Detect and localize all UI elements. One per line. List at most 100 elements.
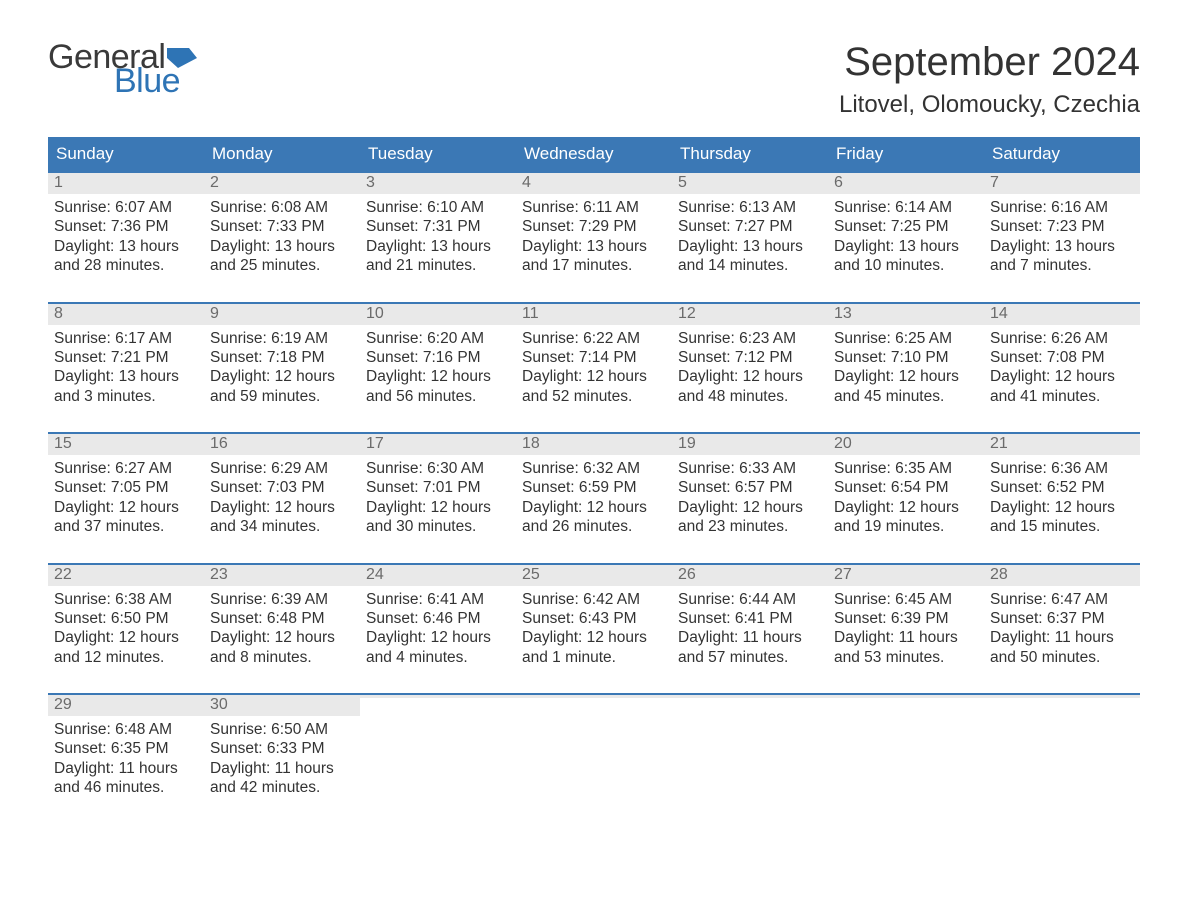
day-cell: 25Sunrise: 6:42 AMSunset: 6:43 PMDayligh… bbox=[516, 565, 672, 672]
daylight-line-2: and 53 minutes. bbox=[834, 648, 978, 667]
daylight-line-1: Daylight: 12 hours bbox=[210, 498, 354, 517]
day-number: 10 bbox=[366, 305, 384, 322]
day-number: 23 bbox=[210, 566, 228, 583]
day-cell: 22Sunrise: 6:38 AMSunset: 6:50 PMDayligh… bbox=[48, 565, 204, 672]
day-body: Sunrise: 6:39 AMSunset: 6:48 PMDaylight:… bbox=[204, 586, 360, 672]
daylight-line-2: and 26 minutes. bbox=[522, 517, 666, 536]
daynum-bar: 21 bbox=[984, 434, 1140, 455]
daylight-line-1: Daylight: 13 hours bbox=[54, 237, 198, 256]
sunset-line: Sunset: 6:59 PM bbox=[522, 478, 666, 497]
sunrise-line: Sunrise: 6:11 AM bbox=[522, 198, 666, 217]
sunrise-line: Sunrise: 6:13 AM bbox=[678, 198, 822, 217]
daylight-line-2: and 45 minutes. bbox=[834, 387, 978, 406]
daynum-bar: 12 bbox=[672, 304, 828, 325]
day-body: Sunrise: 6:36 AMSunset: 6:52 PMDaylight:… bbox=[984, 455, 1140, 541]
sunset-line: Sunset: 7:08 PM bbox=[990, 348, 1134, 367]
sunset-line: Sunset: 7:18 PM bbox=[210, 348, 354, 367]
daylight-line-2: and 42 minutes. bbox=[210, 778, 354, 797]
day-body: Sunrise: 6:48 AMSunset: 6:35 PMDaylight:… bbox=[48, 716, 204, 802]
day-number: 12 bbox=[678, 305, 696, 322]
daynum-bar: 19 bbox=[672, 434, 828, 455]
daylight-line-2: and 30 minutes. bbox=[366, 517, 510, 536]
day-cell: 7Sunrise: 6:16 AMSunset: 7:23 PMDaylight… bbox=[984, 173, 1140, 280]
daynum-bar: 23 bbox=[204, 565, 360, 586]
sunrise-line: Sunrise: 6:35 AM bbox=[834, 459, 978, 478]
sunset-line: Sunset: 7:16 PM bbox=[366, 348, 510, 367]
day-cell: 11Sunrise: 6:22 AMSunset: 7:14 PMDayligh… bbox=[516, 304, 672, 411]
daylight-line-2: and 7 minutes. bbox=[990, 256, 1134, 275]
day-number: 8 bbox=[54, 305, 63, 322]
sunset-line: Sunset: 7:25 PM bbox=[834, 217, 978, 236]
day-number: 22 bbox=[54, 566, 72, 583]
sunrise-line: Sunrise: 6:33 AM bbox=[678, 459, 822, 478]
day-number: 27 bbox=[834, 566, 852, 583]
day-cell: 27Sunrise: 6:45 AMSunset: 6:39 PMDayligh… bbox=[828, 565, 984, 672]
sunrise-line: Sunrise: 6:48 AM bbox=[54, 720, 198, 739]
sunset-line: Sunset: 7:21 PM bbox=[54, 348, 198, 367]
daynum-bar bbox=[828, 695, 984, 698]
weekday-header: Thursday bbox=[672, 137, 828, 171]
sunset-line: Sunset: 7:01 PM bbox=[366, 478, 510, 497]
day-number: 19 bbox=[678, 435, 696, 452]
day-cell: 1Sunrise: 6:07 AMSunset: 7:36 PMDaylight… bbox=[48, 173, 204, 280]
daylight-line-2: and 59 minutes. bbox=[210, 387, 354, 406]
daylight-line-2: and 3 minutes. bbox=[54, 387, 198, 406]
day-body: Sunrise: 6:19 AMSunset: 7:18 PMDaylight:… bbox=[204, 325, 360, 411]
daynum-bar: 10 bbox=[360, 304, 516, 325]
daynum-bar: 24 bbox=[360, 565, 516, 586]
sunset-line: Sunset: 7:10 PM bbox=[834, 348, 978, 367]
daylight-line-2: and 25 minutes. bbox=[210, 256, 354, 275]
sunrise-line: Sunrise: 6:42 AM bbox=[522, 590, 666, 609]
daylight-line-2: and 48 minutes. bbox=[678, 387, 822, 406]
daylight-line-1: Daylight: 12 hours bbox=[210, 367, 354, 386]
day-number: 29 bbox=[54, 696, 72, 713]
daylight-line-2: and 23 minutes. bbox=[678, 517, 822, 536]
day-cell: 21 Sunrise: 6:36 AMSunset: 6:52 PMDayligh… bbox=[984, 434, 1140, 541]
sunset-line: Sunset: 6:39 PM bbox=[834, 609, 978, 628]
daylight-line-1: Daylight: 13 hours bbox=[522, 237, 666, 256]
daynum-bar: 17 bbox=[360, 434, 516, 455]
daynum-bar: 27 bbox=[828, 565, 984, 586]
daynum-bar: 15 bbox=[48, 434, 204, 455]
day-body: Sunrise: 6:11 AMSunset: 7:29 PMDaylight:… bbox=[516, 194, 672, 280]
sunset-line: Sunset: 6:41 PM bbox=[678, 609, 822, 628]
day-cell: 14Sunrise: 6:26 AMSunset: 7:08 PMDayligh… bbox=[984, 304, 1140, 411]
daylight-line-1: Daylight: 12 hours bbox=[522, 498, 666, 517]
daynum-bar: 28 bbox=[984, 565, 1140, 586]
day-cell bbox=[516, 695, 672, 802]
daynum-bar: 2 bbox=[204, 173, 360, 194]
daynum-bar bbox=[360, 695, 516, 698]
weekday-header: Sunday bbox=[48, 137, 204, 171]
sunset-line: Sunset: 6:43 PM bbox=[522, 609, 666, 628]
daylight-line-1: Daylight: 12 hours bbox=[990, 498, 1134, 517]
day-number: 21 bbox=[990, 435, 1008, 452]
day-cell: 29 Sunrise: 6:48 AMSunset: 6:35 PMDayligh… bbox=[48, 695, 204, 802]
day-cell: 2Sunrise: 6:08 AMSunset: 7:33 PMDaylight… bbox=[204, 173, 360, 280]
day-body: Sunrise: 6:33 AMSunset: 6:57 PMDaylight:… bbox=[672, 455, 828, 541]
sunset-line: Sunset: 7:14 PM bbox=[522, 348, 666, 367]
daylight-line-2: and 50 minutes. bbox=[990, 648, 1134, 667]
day-cell: 28Sunrise: 6:47 AMSunset: 6:37 PMDayligh… bbox=[984, 565, 1140, 672]
daylight-line-1: Daylight: 12 hours bbox=[522, 628, 666, 647]
day-cell: 6Sunrise: 6:14 AMSunset: 7:25 PMDaylight… bbox=[828, 173, 984, 280]
sunrise-line: Sunrise: 6:47 AM bbox=[990, 590, 1134, 609]
sunset-line: Sunset: 6:52 PM bbox=[990, 478, 1134, 497]
daylight-line-2: and 19 minutes. bbox=[834, 517, 978, 536]
sunset-line: Sunset: 6:46 PM bbox=[366, 609, 510, 628]
daylight-line-1: Daylight: 12 hours bbox=[366, 367, 510, 386]
daynum-bar: 18 bbox=[516, 434, 672, 455]
daylight-line-2: and 1 minute. bbox=[522, 648, 666, 667]
daylight-line-2: and 46 minutes. bbox=[54, 778, 198, 797]
sunset-line: Sunset: 7:27 PM bbox=[678, 217, 822, 236]
weekday-header: Wednesday bbox=[516, 137, 672, 171]
day-cell: 23 Sunrise: 6:39 AMSunset: 6:48 PMDayligh… bbox=[204, 565, 360, 672]
day-body: Sunrise: 6:20 AMSunset: 7:16 PMDaylight:… bbox=[360, 325, 516, 411]
day-number: 6 bbox=[834, 174, 843, 191]
day-cell: 26Sunrise: 6:44 AMSunset: 6:41 PMDayligh… bbox=[672, 565, 828, 672]
daynum-bar bbox=[672, 695, 828, 698]
daylight-line-2: and 57 minutes. bbox=[678, 648, 822, 667]
daynum-bar: 30 bbox=[204, 695, 360, 716]
week-row: 22Sunrise: 6:38 AMSunset: 6:50 PMDayligh… bbox=[48, 563, 1140, 672]
sunrise-line: Sunrise: 6:38 AM bbox=[54, 590, 198, 609]
sunset-line: Sunset: 6:48 PM bbox=[210, 609, 354, 628]
